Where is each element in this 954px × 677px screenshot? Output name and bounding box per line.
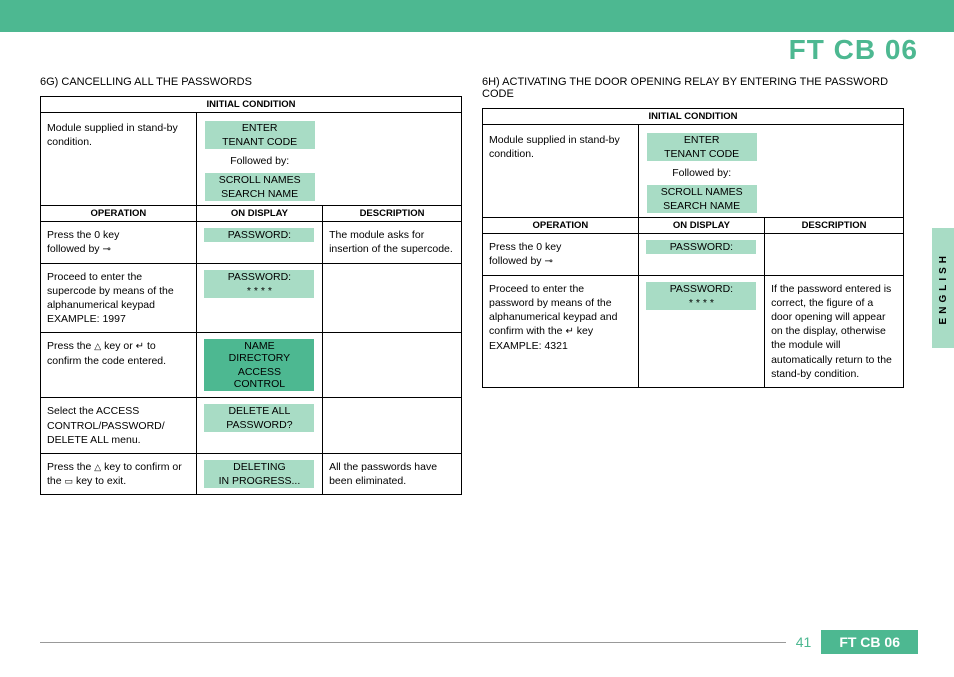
footer: 41 FT CB 06 [40, 631, 918, 653]
page-title: FT CB 06 [789, 34, 918, 66]
initial-condition-header: INITIAL CONDITION [483, 109, 904, 125]
key-icon: ⊸ [544, 256, 552, 267]
display-line: SEARCH NAME [205, 187, 315, 201]
display-line: PASSWORD: [646, 240, 756, 254]
display-line: NAME DIRECTORY [204, 339, 314, 365]
col-header-operation: OPERATION [483, 218, 639, 234]
desc-text: All the passwords have been eliminated. [323, 453, 462, 494]
op-text: followed by [47, 243, 102, 255]
display-line: PASSWORD: [204, 270, 314, 284]
initial-condition-header: INITIAL CONDITION [41, 97, 462, 113]
desc-text: The module asks for insertion of the sup… [323, 222, 462, 264]
display-line: IN PROGRESS... [204, 474, 314, 488]
op-text: Press the 0 key [47, 229, 119, 241]
empty-cell [323, 113, 462, 206]
display-line: * * * * [204, 284, 314, 298]
display-line: PASSWORD? [204, 418, 314, 432]
display-line: TENANT CODE [647, 147, 757, 161]
display-line: * * * * [646, 296, 756, 310]
key-icon: ⊸ [102, 244, 110, 255]
table-row: Proceed to enter the supercode by means … [41, 263, 462, 333]
language-tab: ENGLISH [932, 228, 954, 348]
enter-icon: ↵ [565, 326, 573, 337]
desc-text [323, 263, 462, 333]
op-text: followed by [489, 255, 544, 267]
desc-text [765, 234, 904, 276]
display-line: ACCESS CONTROL [204, 365, 314, 391]
desc-text: If the password entered is correct, the … [765, 275, 904, 387]
op-text: Press the 0 key [489, 241, 561, 253]
initial-display-stack: ENTER TENANT CODE Followed by: SCROLL NA… [203, 121, 317, 201]
op-text: Proceed to enter the password by means o… [489, 283, 617, 338]
display-line: ENTER [205, 121, 315, 135]
table-row: Press the △ key to confirm or the ▭ key … [41, 453, 462, 494]
col-header-description: DESCRIPTION [323, 206, 462, 222]
display-line: DELETING [204, 460, 314, 474]
left-column: 6G) CANCELLING ALL THE PASSWORDS INITIAL… [40, 76, 462, 495]
table-row: Select the ACCESS CONTROL/PASSWORD/ DELE… [41, 398, 462, 454]
book-icon: ▭ [65, 476, 74, 486]
initial-note: Module supplied in stand-by condition. [41, 113, 197, 206]
table-row: Press the △ key or ↵ to confirm the code… [41, 333, 462, 398]
initial-note: Module supplied in stand-by condition. [483, 125, 639, 218]
op-text: Proceed to enter the supercode by means … [41, 263, 197, 333]
content-area: 6G) CANCELLING ALL THE PASSWORDS INITIAL… [40, 76, 904, 495]
display-line: SCROLL NAMES [205, 173, 315, 187]
display-line: PASSWORD: [204, 228, 314, 242]
table-row: Proceed to enter the password by means o… [483, 275, 904, 387]
display-line: PASSWORD: [646, 282, 756, 296]
right-heading: 6H) ACTIVATING THE DOOR OPENING RELAY BY… [482, 76, 904, 100]
desc-text [323, 333, 462, 398]
right-table: INITIAL CONDITION Module supplied in sta… [482, 108, 904, 388]
enter-icon: ↵ [136, 341, 144, 352]
followed-by-label: Followed by: [672, 167, 731, 179]
left-table: INITIAL CONDITION Module supplied in sta… [40, 96, 462, 495]
left-heading: 6G) CANCELLING ALL THE PASSWORDS [40, 76, 462, 88]
op-text: Press the [47, 340, 94, 352]
display-line: TENANT CODE [205, 135, 315, 149]
desc-text [323, 398, 462, 454]
table-row: Press the 0 key followed by ⊸ PASSWORD: … [41, 222, 462, 264]
op-text: Select the ACCESS CONTROL/PASSWORD/ DELE… [41, 398, 197, 454]
op-text: key or [101, 340, 135, 352]
footer-label: FT CB 06 [821, 630, 918, 654]
top-bar [0, 0, 954, 32]
op-text: Press the [47, 461, 94, 473]
footer-divider [40, 642, 786, 643]
page-number: 41 [786, 634, 822, 650]
followed-by-label: Followed by: [230, 155, 289, 167]
empty-cell [765, 125, 904, 218]
col-header-display: ON DISPLAY [196, 206, 322, 222]
language-label: ENGLISH [938, 252, 949, 324]
display-line: SEARCH NAME [647, 199, 757, 213]
col-header-operation: OPERATION [41, 206, 197, 222]
initial-display-stack: ENTER TENANT CODE Followed by: SCROLL NA… [645, 133, 759, 213]
display-line: ENTER [647, 133, 757, 147]
right-column: 6H) ACTIVATING THE DOOR OPENING RELAY BY… [482, 76, 904, 495]
col-header-display: ON DISPLAY [638, 218, 764, 234]
table-row: Press the 0 key followed by ⊸ PASSWORD: [483, 234, 904, 276]
display-line: SCROLL NAMES [647, 185, 757, 199]
op-text: key to exit. [73, 475, 126, 487]
col-header-description: DESCRIPTION [765, 218, 904, 234]
display-line: DELETE ALL [204, 404, 314, 418]
